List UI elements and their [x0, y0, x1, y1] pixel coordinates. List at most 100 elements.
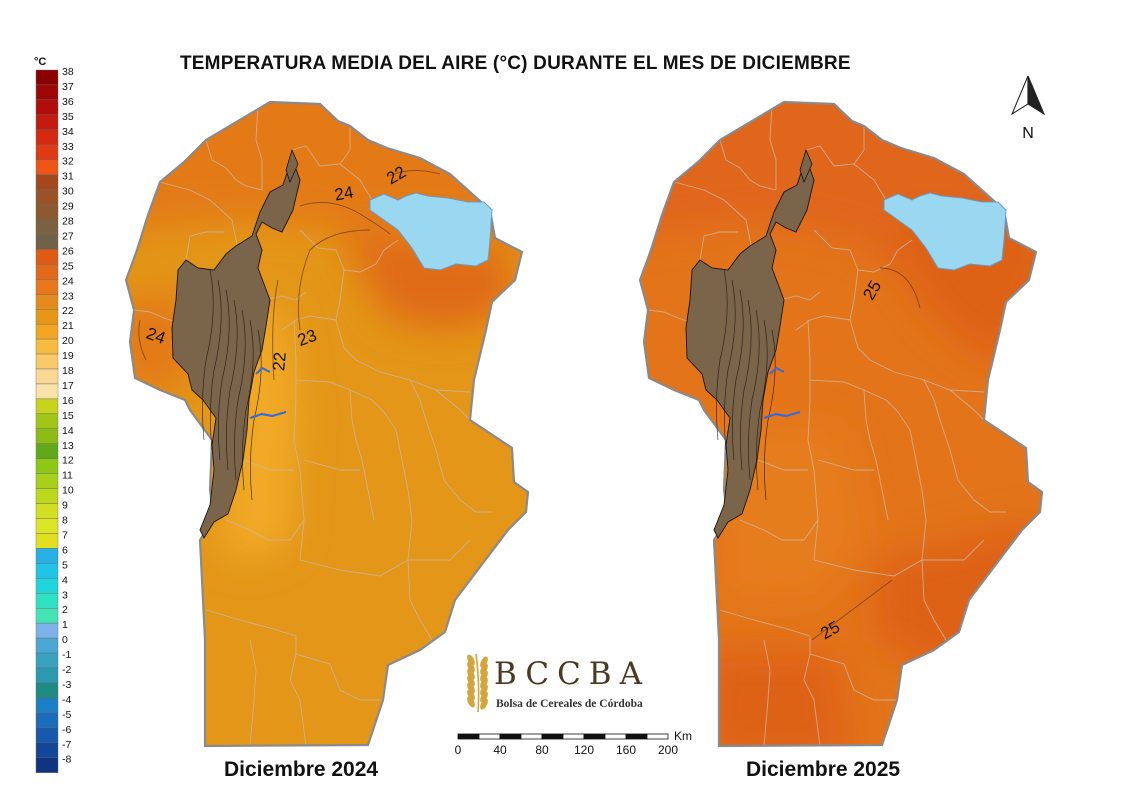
- north-label: N: [1022, 125, 1034, 142]
- legend-swatch: [35, 398, 59, 415]
- legend-label: 35: [62, 111, 74, 123]
- legend-swatch: [35, 637, 59, 654]
- scale-unit: Km: [674, 729, 692, 743]
- scale-tick-label: 200: [658, 743, 678, 757]
- legend-swatch: [35, 697, 59, 714]
- legend-label: 1: [62, 619, 68, 631]
- legend-label: 6: [62, 544, 68, 556]
- sierras-relief: [685, 148, 815, 539]
- legend-swatch: [35, 712, 59, 728]
- wheat-icon: [467, 653, 488, 713]
- brand-logo: BCCBA Bolsa de Cereales de Córdoba: [458, 646, 668, 716]
- scale-tick-label: 120: [574, 743, 594, 757]
- legend-label: 32: [62, 156, 74, 168]
- legend-swatch: [35, 279, 59, 295]
- legend-swatch: [35, 563, 59, 579]
- legend-swatch: [35, 338, 59, 355]
- legend-swatch: [35, 129, 59, 145]
- legend-label: 20: [62, 335, 74, 347]
- legend-swatch: [35, 652, 59, 669]
- legend-label: 4: [62, 574, 68, 586]
- legend-label: -5: [62, 709, 71, 721]
- legend-swatch: [35, 578, 59, 594]
- legend-swatch: [35, 294, 59, 310]
- legend-label: -6: [62, 724, 71, 736]
- scale-tick-label: 160: [616, 743, 636, 757]
- legend-swatch: [35, 488, 59, 504]
- legend-swatch: [35, 383, 59, 400]
- legend-label: 17: [62, 380, 74, 392]
- province-outline: [638, 100, 1044, 748]
- legend-swatch: [35, 428, 59, 444]
- river: [769, 366, 785, 375]
- legend-label: -2: [62, 664, 71, 676]
- brand-name: BCCBA: [494, 656, 650, 692]
- legend-label: 0: [62, 634, 68, 646]
- legend-swatch: [35, 234, 59, 250]
- map-label-2024: Diciembre 2024: [224, 758, 379, 781]
- isotherm-label: 24: [333, 183, 355, 205]
- scale-tick-label: 80: [535, 743, 549, 757]
- color-legend: 3837363534333231302928272625242322212019…: [35, 66, 74, 773]
- isotherm-line: [879, 267, 921, 309]
- isotherm-line: [389, 170, 441, 177]
- legend-swatch: [35, 622, 59, 639]
- legend-label: 31: [62, 171, 74, 183]
- legend-swatch: [35, 682, 59, 699]
- legend-label: -1: [62, 649, 71, 661]
- legend-label: 27: [62, 230, 74, 242]
- legend-label: -3: [62, 679, 71, 691]
- legend-swatch: [35, 144, 59, 160]
- lake-mar-chiquita: [369, 192, 493, 271]
- legend-swatch: [35, 309, 59, 325]
- river: [763, 410, 801, 420]
- legend-swatch: [35, 174, 59, 190]
- isotherm-line: [272, 279, 279, 381]
- legend-swatch: [35, 69, 59, 86]
- legend-label: 3: [62, 589, 68, 601]
- isotherm-line: [297, 229, 371, 331]
- river: [249, 410, 287, 420]
- legend-swatch: [35, 503, 59, 519]
- legend-label: 2: [62, 604, 68, 616]
- legend-label: 26: [62, 245, 74, 257]
- sierras-relief: [171, 148, 301, 539]
- legend-label: 18: [62, 365, 74, 377]
- scale-tick-label: 0: [455, 743, 462, 757]
- legend-label: 38: [62, 66, 74, 78]
- legend-swatch: [35, 114, 59, 130]
- lake-mar-chiquita: [883, 192, 1007, 271]
- legend-label: 25: [62, 260, 74, 272]
- legend-swatch: [35, 159, 59, 175]
- legend-label: 34: [62, 126, 74, 138]
- legend-swatch: [35, 667, 59, 684]
- north-arrow-icon: N: [1010, 75, 1046, 142]
- legend-label: 8: [62, 515, 68, 527]
- isotherm-line: [811, 579, 893, 641]
- legend-label: 21: [62, 320, 74, 332]
- legend-swatch: [35, 548, 59, 564]
- legend-label: 13: [62, 440, 74, 452]
- map-label-2025: Diciembre 2025: [746, 758, 901, 781]
- legend-swatch: [35, 189, 59, 205]
- legend-label: 15: [62, 410, 74, 422]
- legend-label: 24: [62, 275, 74, 287]
- legend-label: 22: [62, 305, 74, 317]
- legend-label: 28: [62, 216, 74, 228]
- legend-label: 19: [62, 350, 74, 362]
- legend-label: 5: [62, 559, 68, 571]
- legend-swatch: [35, 742, 59, 758]
- legend-label: -7: [62, 739, 71, 751]
- legend-unit: °C: [34, 56, 47, 68]
- department-boundaries: [647, 103, 1006, 746]
- legend-swatch: [35, 473, 59, 489]
- scale-tick-label: 40: [493, 743, 507, 757]
- legend-swatch: [35, 323, 59, 340]
- river: [255, 366, 271, 375]
- legend-label: 9: [62, 500, 68, 512]
- map-title: TEMPERATURA MEDIA DEL AIRE (°C) DURANTE …: [180, 53, 851, 74]
- legend-swatch: [35, 518, 59, 534]
